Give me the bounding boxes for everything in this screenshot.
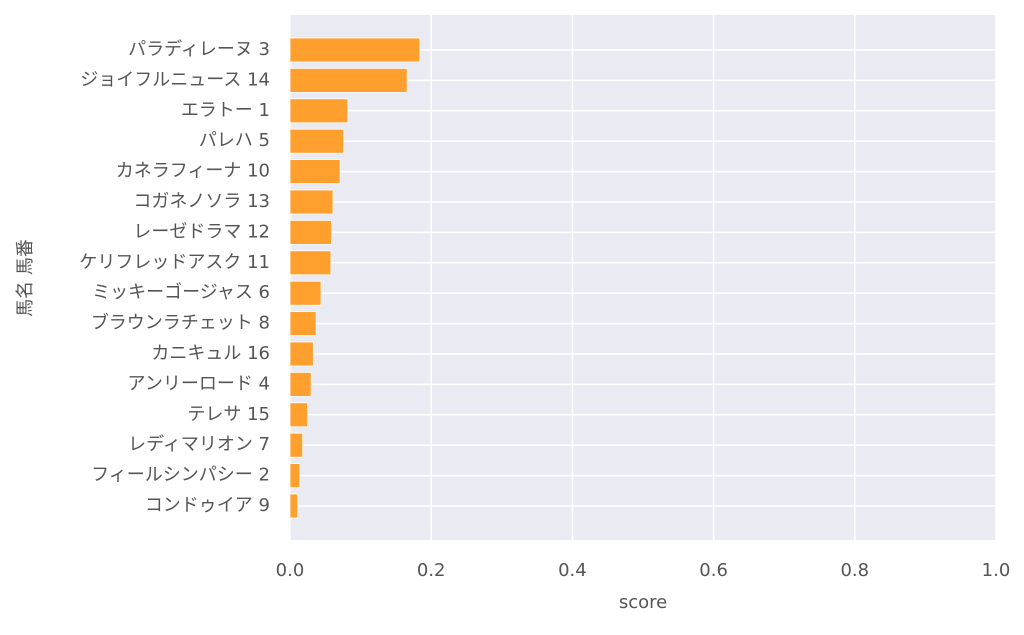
y-tick-label: レディマリオン 7 <box>128 434 270 455</box>
y-tick-label: ジョイフルニュース 14 <box>80 69 270 90</box>
y-tick-label: パレハ 5 <box>199 130 270 151</box>
bar <box>289 37 421 63</box>
x-tick-label: 0.8 <box>840 560 869 581</box>
plot-area <box>290 15 996 540</box>
y-tick-label: コガネノソラ 13 <box>133 191 270 212</box>
y-axis-label: 馬名 馬番 <box>15 239 36 317</box>
y-tick-label: コンドゥイア 9 <box>145 495 270 516</box>
x-tick-label: 0.4 <box>558 560 587 581</box>
bar <box>289 280 322 306</box>
y-tick-label: テレサ 15 <box>187 404 270 425</box>
bar <box>289 432 304 458</box>
bar <box>289 311 317 337</box>
y-tick-label: ミッキーゴージャス 6 <box>92 282 270 303</box>
x-axis-label: score <box>619 592 667 613</box>
bar <box>289 189 334 215</box>
bar <box>289 493 299 519</box>
bar <box>289 98 349 124</box>
bar <box>289 250 332 276</box>
bar <box>289 463 301 489</box>
x-tick-label: 0.2 <box>417 560 446 581</box>
y-tick-label: パラディレーヌ 3 <box>128 39 270 60</box>
y-tick-label: フィールシンパシー 2 <box>91 465 270 486</box>
y-tick-label: ケリフレッドアスク 11 <box>79 252 270 273</box>
bar <box>289 341 314 367</box>
x-tick-label: 1.0 <box>982 560 1011 581</box>
y-tick-label: カネラフィーナ 10 <box>116 161 270 182</box>
y-tick-label: カニキュル 16 <box>151 343 270 364</box>
bar <box>289 219 333 245</box>
bar <box>289 128 345 154</box>
bar <box>289 402 309 428</box>
y-tick-label: エラトー 1 <box>181 100 270 121</box>
y-tick-label: アンリーロード 4 <box>128 373 270 394</box>
bar <box>289 371 312 397</box>
bar <box>289 159 341 185</box>
y-tick-label: レーゼドラマ 12 <box>133 221 270 242</box>
bar <box>289 68 408 93</box>
x-tick-label: 0.6 <box>699 560 728 581</box>
y-tick-label: ブラウンラチェット 8 <box>91 312 270 334</box>
x-tick-label: 0.0 <box>276 560 305 581</box>
